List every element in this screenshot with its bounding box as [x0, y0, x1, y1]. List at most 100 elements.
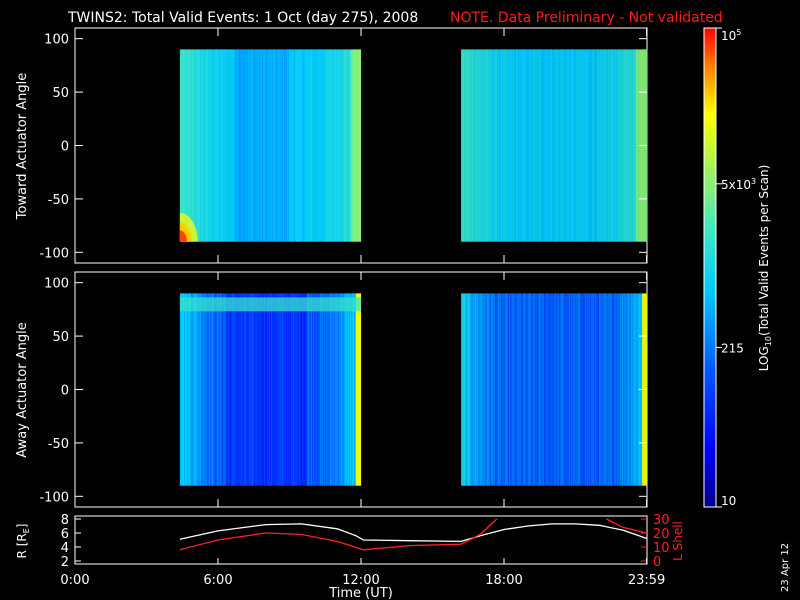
heatmap-column — [626, 49, 628, 242]
heatmap-column — [637, 293, 639, 486]
heatmap-column — [341, 293, 344, 486]
heatmap-column — [297, 293, 300, 486]
heatmap-column — [311, 49, 314, 242]
heatmap-column — [622, 49, 624, 242]
heatmap-column — [258, 293, 261, 486]
heatmap-column — [484, 49, 486, 242]
heatmap-column — [592, 49, 594, 242]
heatmap-column — [237, 293, 240, 486]
heatmap-column — [520, 49, 522, 242]
heatmap-column — [202, 293, 205, 486]
heatmap-column — [325, 293, 328, 486]
heatmap-column — [283, 49, 286, 242]
heatmap-column — [569, 293, 571, 486]
heatmap-column — [343, 293, 346, 486]
heatmap-column — [200, 49, 203, 242]
heatmap-column — [357, 293, 360, 486]
heatmap-column — [289, 293, 292, 486]
heatmap-column — [244, 293, 247, 486]
heatmap-column — [191, 293, 194, 486]
heatmap-column — [320, 49, 323, 242]
heatmap-column — [503, 293, 505, 486]
heatmap-column — [298, 49, 301, 242]
heatmap-column — [549, 293, 551, 486]
heatmap-column — [189, 49, 192, 242]
heatmap-column — [612, 49, 614, 242]
heatmap-column — [572, 293, 574, 486]
top-heatmap — [179, 49, 648, 242]
heatmap-column — [500, 293, 502, 486]
heatmap-column — [280, 49, 283, 242]
heatmap-column — [330, 49, 333, 242]
heatmap-column — [472, 293, 474, 486]
heatmap-column — [276, 49, 279, 242]
top-yaxis-ticks: 100 50 0 -50 -100 — [39, 28, 648, 263]
heatmap-column — [347, 49, 350, 242]
heatmap-column — [636, 293, 638, 486]
heatmap-column — [630, 293, 632, 486]
heatmap-column — [529, 49, 531, 242]
heatmap-column — [352, 293, 355, 486]
heatmap-column — [235, 293, 238, 486]
heatmap-column — [245, 49, 248, 242]
heatmap-column — [282, 49, 285, 242]
heatmap-column — [274, 293, 277, 486]
heatmap-column — [180, 49, 183, 242]
heatmap-column — [616, 293, 618, 486]
heatmap-column — [312, 293, 315, 486]
heatmap-column — [323, 293, 326, 486]
heatmap-column — [223, 49, 226, 242]
heatmap-column — [588, 49, 590, 242]
heatmap-column — [217, 293, 220, 486]
heatmap-column — [207, 49, 210, 242]
heatmap-column — [519, 49, 521, 242]
heatmap-column — [476, 49, 478, 242]
heatmap-column — [248, 293, 251, 486]
heatmap-column — [306, 49, 309, 242]
heatmap-column — [522, 49, 524, 242]
heatmap-column — [563, 293, 565, 486]
heatmap-column — [492, 293, 494, 486]
heatmap-column — [252, 49, 255, 242]
heatmap-column — [514, 293, 516, 486]
heatmap-column — [597, 293, 599, 486]
heatmap-column — [636, 49, 638, 242]
middle-ylabel: Away Actuator Angle — [15, 322, 30, 457]
heatmap-column — [235, 49, 238, 242]
heatmap-column — [558, 293, 560, 486]
heatmap-column — [553, 293, 555, 486]
heatmap-column — [192, 49, 195, 242]
heatmap-column — [486, 49, 488, 242]
heatmap-column — [306, 293, 309, 486]
heatmap-column — [353, 49, 356, 242]
heatmap-column — [604, 293, 606, 486]
heatmap-column — [186, 49, 189, 242]
heatmap-column — [501, 293, 503, 486]
heatmap-column — [317, 49, 320, 242]
heatmap-column — [234, 293, 237, 486]
xtick-label: 18:00 — [485, 573, 522, 588]
heatmap-column — [535, 293, 537, 486]
xtick-label: 0:00 — [60, 573, 89, 588]
heatmap-column — [287, 49, 290, 242]
heatmap-column — [591, 49, 593, 242]
heatmap-column — [269, 49, 272, 242]
heatmap-column — [305, 293, 308, 486]
chart-title: TWINS2: Total Valid Events: 1 Oct (day 2… — [67, 10, 418, 26]
heatmap-column — [220, 293, 223, 486]
heatmap-column — [466, 293, 468, 486]
heatmap-column — [257, 293, 260, 486]
heatmap-column — [481, 293, 483, 486]
heatmap-column — [474, 49, 476, 242]
heatmap-column — [288, 49, 291, 242]
heatmap-column — [472, 49, 474, 242]
heatmap-column — [227, 293, 230, 486]
heatmap-column — [540, 49, 542, 242]
heatmap-column — [578, 293, 580, 486]
heatmap-column — [487, 49, 489, 242]
heatmap-column — [561, 49, 563, 242]
lshell-series-line — [606, 518, 648, 534]
heatmap-column — [239, 293, 242, 486]
